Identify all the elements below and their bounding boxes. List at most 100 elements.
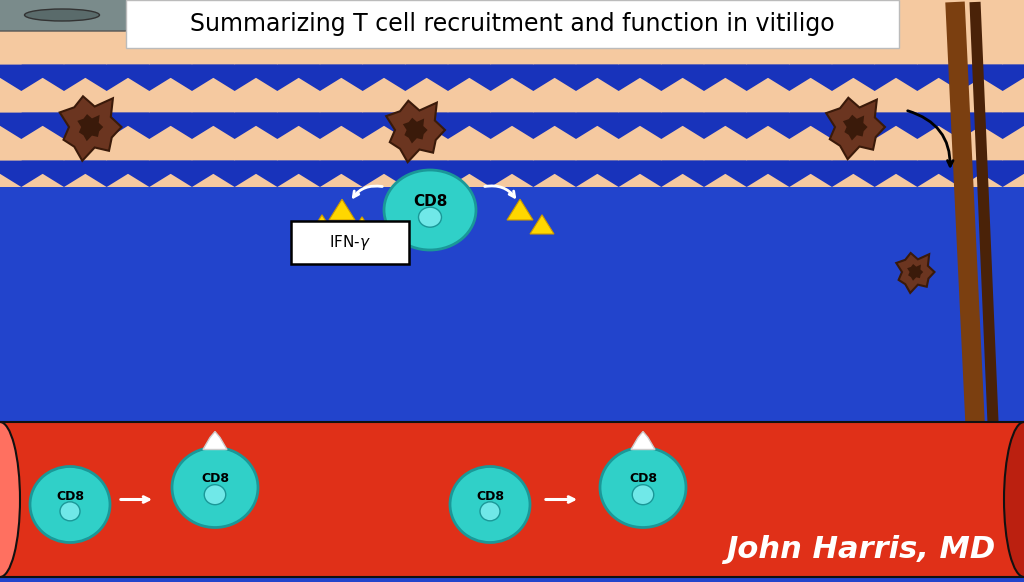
Polygon shape	[22, 112, 106, 139]
Text: CD8: CD8	[201, 472, 229, 485]
Ellipse shape	[1004, 422, 1024, 577]
Polygon shape	[319, 112, 406, 139]
Polygon shape	[662, 112, 746, 139]
Ellipse shape	[384, 170, 476, 250]
Polygon shape	[278, 65, 362, 91]
Polygon shape	[530, 215, 554, 234]
Polygon shape	[193, 112, 278, 139]
Polygon shape	[705, 161, 790, 187]
Polygon shape	[831, 65, 918, 91]
Polygon shape	[705, 65, 790, 91]
FancyBboxPatch shape	[0, 0, 127, 31]
Polygon shape	[319, 161, 406, 187]
Polygon shape	[203, 431, 227, 449]
Polygon shape	[362, 65, 449, 91]
Polygon shape	[790, 161, 874, 187]
Polygon shape	[0, 161, 63, 187]
Text: John Harris, MD: John Harris, MD	[726, 535, 995, 565]
Polygon shape	[449, 112, 534, 139]
Polygon shape	[106, 112, 193, 139]
Polygon shape	[831, 161, 918, 187]
Polygon shape	[63, 161, 150, 187]
Polygon shape	[63, 65, 150, 91]
Polygon shape	[106, 161, 193, 187]
Ellipse shape	[480, 502, 500, 521]
FancyBboxPatch shape	[126, 0, 899, 48]
Polygon shape	[618, 112, 705, 139]
Text: CD8: CD8	[476, 489, 504, 503]
Polygon shape	[150, 112, 234, 139]
Polygon shape	[961, 65, 1024, 91]
Polygon shape	[77, 114, 103, 141]
Polygon shape	[662, 65, 746, 91]
FancyBboxPatch shape	[291, 221, 409, 264]
Polygon shape	[278, 161, 362, 187]
Polygon shape	[490, 112, 577, 139]
Text: Summarizing T cell recruitment and function in vitiligo: Summarizing T cell recruitment and funct…	[189, 12, 835, 36]
Ellipse shape	[632, 485, 653, 505]
Text: CD8: CD8	[629, 472, 657, 485]
Bar	[0, 0, 1024, 187]
Polygon shape	[106, 65, 193, 91]
Polygon shape	[746, 65, 831, 91]
Polygon shape	[406, 65, 490, 91]
Polygon shape	[406, 161, 490, 187]
Polygon shape	[577, 161, 662, 187]
Polygon shape	[961, 161, 1024, 187]
Text: CD8: CD8	[413, 194, 447, 209]
Polygon shape	[1002, 65, 1024, 91]
Polygon shape	[843, 115, 867, 140]
Polygon shape	[362, 161, 449, 187]
Polygon shape	[896, 253, 935, 293]
Polygon shape	[0, 112, 63, 139]
Bar	[0, 422, 1024, 577]
Polygon shape	[402, 118, 428, 144]
Polygon shape	[534, 161, 618, 187]
Ellipse shape	[419, 207, 441, 227]
Polygon shape	[746, 112, 831, 139]
Ellipse shape	[204, 485, 225, 505]
Polygon shape	[449, 65, 534, 91]
Polygon shape	[705, 112, 790, 139]
Polygon shape	[490, 161, 577, 187]
Polygon shape	[918, 112, 1002, 139]
Ellipse shape	[0, 422, 20, 577]
Polygon shape	[63, 112, 150, 139]
Polygon shape	[618, 161, 705, 187]
Polygon shape	[790, 65, 874, 91]
Polygon shape	[386, 101, 445, 162]
Polygon shape	[826, 98, 885, 159]
Polygon shape	[618, 65, 705, 91]
Polygon shape	[193, 161, 278, 187]
Polygon shape	[662, 161, 746, 187]
Polygon shape	[961, 112, 1024, 139]
Polygon shape	[319, 65, 406, 91]
Ellipse shape	[600, 448, 686, 527]
Ellipse shape	[60, 502, 80, 521]
Polygon shape	[150, 65, 234, 91]
Polygon shape	[362, 112, 449, 139]
Polygon shape	[907, 264, 924, 281]
Text: IFN-$\gamma$: IFN-$\gamma$	[329, 233, 371, 252]
Polygon shape	[831, 112, 918, 139]
Polygon shape	[234, 161, 319, 187]
Polygon shape	[59, 96, 122, 161]
Polygon shape	[150, 161, 234, 187]
Polygon shape	[874, 161, 961, 187]
Polygon shape	[577, 65, 662, 91]
Polygon shape	[329, 199, 355, 220]
Polygon shape	[790, 112, 874, 139]
Polygon shape	[350, 217, 374, 236]
Polygon shape	[1002, 161, 1024, 187]
Polygon shape	[746, 161, 831, 187]
Polygon shape	[490, 65, 577, 91]
Polygon shape	[874, 112, 961, 139]
Polygon shape	[22, 65, 106, 91]
Polygon shape	[631, 431, 655, 449]
Polygon shape	[310, 215, 334, 234]
Polygon shape	[918, 65, 1002, 91]
Polygon shape	[406, 112, 490, 139]
Ellipse shape	[30, 467, 110, 542]
Polygon shape	[1002, 112, 1024, 139]
Polygon shape	[449, 161, 534, 187]
